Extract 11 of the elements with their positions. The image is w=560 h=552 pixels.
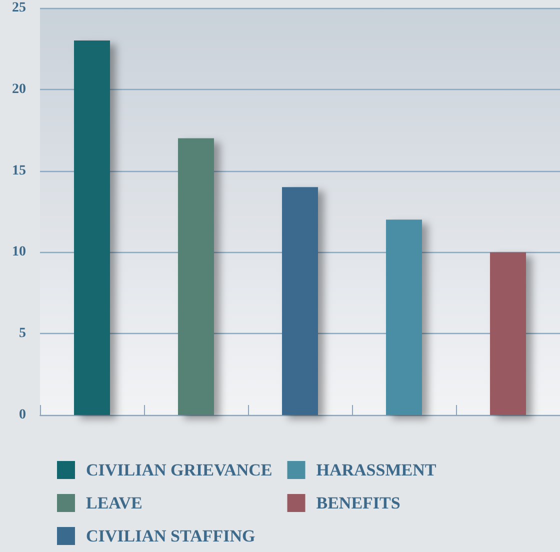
legend-label: LEAVE	[86, 494, 142, 512]
legend-label: BENEFITS	[316, 494, 400, 512]
legend-label: HARASSMENT	[316, 460, 437, 480]
y-tick-label: 0	[19, 408, 26, 422]
y-tick-label: 10	[12, 244, 26, 260]
y-tick-label: 5	[19, 326, 26, 342]
y-tick-label: 20	[12, 82, 26, 97]
legend-label: CIVILIAN GRIEVANCE	[86, 460, 272, 480]
y-tick-label: 25	[12, 0, 26, 16]
y-tick-label: 15	[12, 163, 26, 178]
legend-label: CIVILIAN STAFFING	[86, 526, 256, 546]
